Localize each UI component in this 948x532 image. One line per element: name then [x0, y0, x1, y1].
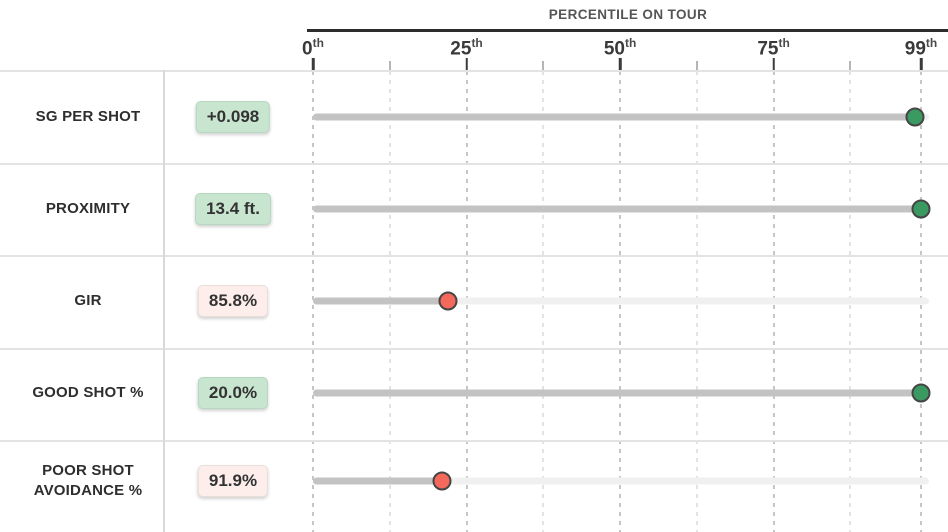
axis-tick-major — [465, 58, 468, 70]
axis-tick-label: 25th — [450, 36, 482, 60]
row-separator — [0, 70, 948, 72]
chart-title: PERCENTILE ON TOUR — [548, 7, 708, 22]
percentile-track — [313, 477, 929, 485]
stat-label-line: POOR SHOT — [42, 462, 134, 479]
stat-value-badge: +0.098 — [195, 101, 271, 133]
row-separator — [0, 255, 948, 257]
stat-label: POOR SHOT AVOIDANCE % — [8, 461, 168, 501]
tick-ordinal-suffix: th — [624, 36, 637, 50]
axis-tick-label: 50th — [604, 36, 636, 60]
percentile-track — [313, 297, 929, 305]
axis-tick-minor — [542, 61, 545, 70]
percentile-bar-fill — [313, 205, 921, 213]
tick-number: 25 — [450, 38, 472, 60]
tick-number: 99 — [904, 38, 926, 60]
percentile-bar-fill — [313, 389, 921, 397]
percentile-dot-negative — [438, 291, 458, 311]
axis-tick-label: 99th — [905, 36, 937, 60]
axis-tick-major — [919, 58, 923, 70]
stat-value-badge: 20.0% — [197, 377, 269, 409]
stat-label: GIR — [8, 291, 168, 311]
percentile-dot-positive — [905, 107, 925, 127]
axis-tick-major — [311, 58, 315, 70]
tick-number: 75 — [757, 38, 779, 60]
stat-value-badge: 85.8% — [197, 285, 269, 317]
percentile-dot-negative — [432, 471, 452, 491]
stat-label: SG PER SHOT — [8, 107, 168, 127]
tick-number: 0 — [302, 38, 313, 60]
axis-tick-minor — [849, 61, 852, 70]
percentile-dot-positive — [911, 199, 931, 219]
percentile-bar-fill — [313, 297, 449, 305]
axis-tick-major — [618, 58, 622, 70]
row-separator — [0, 440, 948, 442]
stat-label: GOOD SHOT % — [8, 383, 168, 403]
tick-ordinal-suffix: th — [778, 36, 790, 50]
stat-label-line: SG PER SHOT — [35, 108, 141, 125]
tick-ordinal-suffix: th — [312, 36, 324, 50]
stat-value-badge: 91.9% — [197, 465, 269, 497]
axis-line — [307, 29, 948, 32]
percentile-dot-positive — [911, 383, 931, 403]
tick-ordinal-suffix: th — [471, 36, 483, 50]
stat-label-line: PROXIMITY — [45, 200, 131, 217]
axis-tick-label: 75th — [757, 36, 789, 60]
axis-tick-major — [772, 58, 775, 70]
percentile-bar-fill — [313, 113, 915, 121]
percentile-bar-fill — [313, 477, 442, 485]
stat-label-line: GIR — [74, 292, 102, 309]
axis-tick-minor — [388, 61, 391, 70]
stat-label-line: GOOD SHOT % — [32, 384, 144, 401]
row-separator — [0, 163, 948, 165]
stat-label: PROXIMITY — [8, 199, 168, 219]
axis-tick-label: 0th — [302, 36, 324, 60]
row-separator — [0, 348, 948, 350]
tick-number: 50 — [603, 38, 625, 60]
stat-label-line: AVOIDANCE % — [33, 482, 143, 499]
tick-ordinal-suffix: th — [925, 36, 938, 50]
label-column-divider — [163, 70, 165, 532]
axis-tick-minor — [695, 61, 698, 70]
stat-value-badge: 13.4 ft. — [195, 193, 271, 225]
